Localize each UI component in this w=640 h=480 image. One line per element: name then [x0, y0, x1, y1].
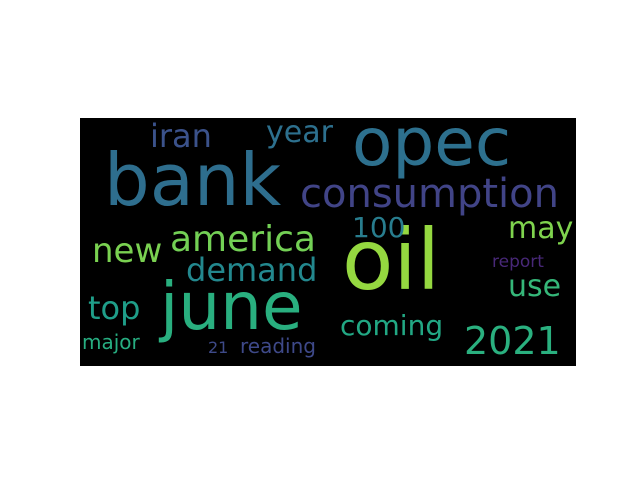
word-demand: demand [186, 251, 318, 289]
word-oil: oil [342, 211, 441, 309]
word-reading: reading [240, 334, 316, 358]
word-use: use [508, 269, 562, 304]
word-major: major [82, 330, 140, 354]
word-opec: opec [352, 118, 512, 181]
word-bank: bank [104, 138, 282, 222]
word-may: may [508, 211, 574, 246]
word-report: report [492, 252, 544, 272]
word-iran: iran [150, 118, 212, 155]
word-21: 21 [208, 338, 229, 357]
word-coming: coming [340, 309, 444, 342]
word-year: year [266, 118, 333, 150]
word-top: top [88, 289, 141, 327]
word-100: 100 [352, 211, 406, 244]
word-new: new [92, 231, 163, 271]
word-america: america [170, 219, 316, 260]
word-june: june [160, 268, 303, 345]
word-consumption: consumption [300, 171, 559, 217]
word-2021: 2021 [464, 319, 561, 363]
word-cloud: oil bank opec june consumption america d… [80, 118, 576, 366]
